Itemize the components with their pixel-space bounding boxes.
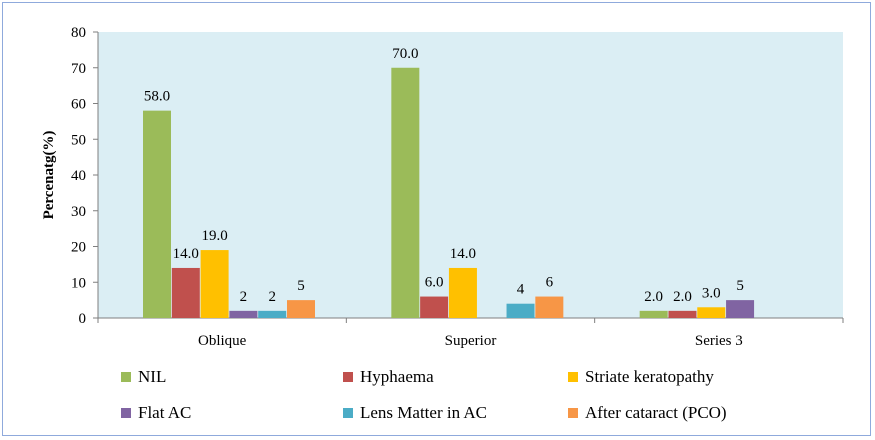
y-tick-label: 80 [71,25,86,41]
chart: 01020304050607080Percenatg(%)58.014.019.… [41,25,844,422]
bar-flat-ac-oblique [229,310,258,318]
data-label: 2 [240,289,248,305]
bar-hyphaema-oblique [171,267,200,318]
y-tick-label: 70 [71,61,86,77]
y-tick-label: 10 [71,275,86,291]
data-label: 6.0 [425,275,444,291]
data-label: 2 [268,289,276,305]
bar-hyphaema-series-3 [668,310,697,318]
data-label: 5 [736,278,744,294]
bar-after-cataract-pco--oblique [287,300,315,318]
y-tick-label: 60 [71,97,86,113]
bar-hyphaema-superior [420,296,449,318]
data-label: 5 [297,278,305,294]
y-tick-label: 50 [71,132,86,148]
bar-nil-oblique [143,110,171,319]
bar-striate-keratopathy-superior [448,267,477,318]
data-label: 58.0 [144,89,170,105]
legend-label: After cataract (PCO) [585,403,727,422]
legend-label: Lens Matter in AC [360,403,487,422]
data-label: 14.0 [173,246,199,262]
data-label: 2.0 [644,289,663,305]
legend-swatch-hyphaema [343,372,353,382]
bar-after-cataract-pco--superior [535,296,564,318]
data-label: 14.0 [450,246,476,262]
legend-label: Striate keratopathy [585,367,714,386]
bar-nil-superior [391,67,420,318]
legend-swatch-flat-ac [121,408,131,418]
legend-swatch-nil [121,372,131,382]
legend-label: NIL [138,367,166,386]
legend-swatch-lens-matter-in-ac [343,408,353,418]
x-category-label: Superior [445,333,497,349]
y-tick-label: 30 [71,204,86,220]
chart-frame: 0 10 20 30 40 50 60 70 80 Percenatg(%) 58.0 14.0 19.… [2,2,871,436]
legend-label: Hyphaema [360,367,434,386]
legend-swatch-after-cataract-pco- [568,408,578,418]
legend-label: Flat AC [138,403,191,422]
data-label: 70.0 [392,46,418,62]
bar-lens-matter-in-ac-superior [506,303,535,318]
bar-striate-keratopathy-series-3 [697,307,726,318]
y-tick-label: 20 [71,240,86,256]
data-label: 19.0 [201,228,227,244]
bar-flat-ac-series-3 [726,300,755,318]
x-category-label: Series 3 [695,333,743,349]
y-tick-label: 40 [71,168,86,184]
y-axis-title: Percenatg(%) [41,131,57,220]
bar-nil-series-3 [639,310,668,318]
bar-lens-matter-in-ac-oblique [258,310,287,318]
data-label: 3.0 [702,285,721,301]
legend-swatch-striate-keratopathy [568,372,578,382]
data-label: 6 [546,275,554,291]
x-category-label: Oblique [198,333,247,349]
y-tick-label: 0 [79,311,87,327]
data-label: 4 [517,282,525,298]
data-label: 2.0 [673,289,692,305]
bar-striate-keratopathy-oblique [200,250,229,318]
